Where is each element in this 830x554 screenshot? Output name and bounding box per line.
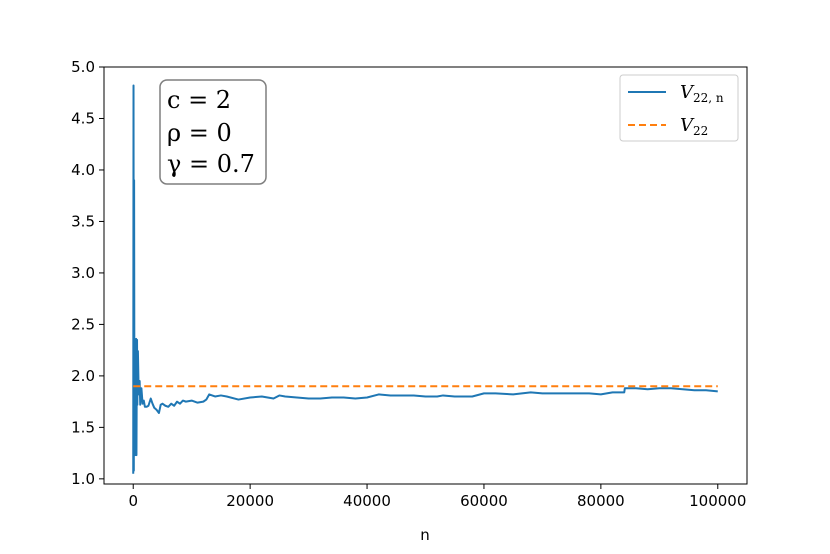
annotation-line-gamma: γ = 0.7 xyxy=(167,150,255,178)
annotation-box: c = 2 ρ = 0 γ = 0.7 xyxy=(159,79,267,185)
y-tick-label: 2.5 xyxy=(71,315,95,333)
x-tick-label: 100000 xyxy=(689,492,746,510)
annotation-line-rho: ρ = 0 xyxy=(167,119,232,147)
x-tick-label: 20000 xyxy=(226,492,274,510)
y-tick-label: 3.5 xyxy=(71,212,95,230)
y-tick-label: 4.0 xyxy=(71,161,95,179)
x-tick-label: 60000 xyxy=(460,492,508,510)
x-tick-label: 0 xyxy=(128,492,138,510)
series-line-v22n xyxy=(132,84,718,474)
legend-label-v22-main: V xyxy=(680,115,695,136)
legend-label-v22n-sub: 22, n xyxy=(693,91,724,105)
plot-frame xyxy=(103,66,748,485)
plot-area xyxy=(103,66,748,485)
ticks-layer: 0 20000 40000 60000 80000 100000 1.0 1.5 2.0 2.5 3… xyxy=(71,58,746,510)
series-layer xyxy=(132,84,718,474)
legend-label-v22n-main: V xyxy=(680,82,695,103)
x-axis-label: n xyxy=(420,526,430,544)
y-tick-label: 5.0 xyxy=(71,58,95,76)
legend-frame xyxy=(619,74,739,142)
y-tick-label: 1.0 xyxy=(71,470,95,488)
x-tick-label: 80000 xyxy=(577,492,625,510)
y-tick-label: 3.0 xyxy=(71,264,95,282)
legend-label-v22n: V22, n xyxy=(680,82,724,105)
annotation-line-c: c = 2 xyxy=(167,86,231,114)
legend: V22, n V22 xyxy=(619,74,739,142)
x-tick-label: 40000 xyxy=(343,492,391,510)
legend-label-v22-sub: 22 xyxy=(693,124,708,138)
y-tick-label: 2.0 xyxy=(71,367,95,385)
legend-label-v22: V22 xyxy=(680,115,708,138)
annotation-frame xyxy=(159,79,267,185)
y-tick-label: 4.5 xyxy=(71,109,95,127)
y-tick-label: 1.5 xyxy=(71,418,95,436)
